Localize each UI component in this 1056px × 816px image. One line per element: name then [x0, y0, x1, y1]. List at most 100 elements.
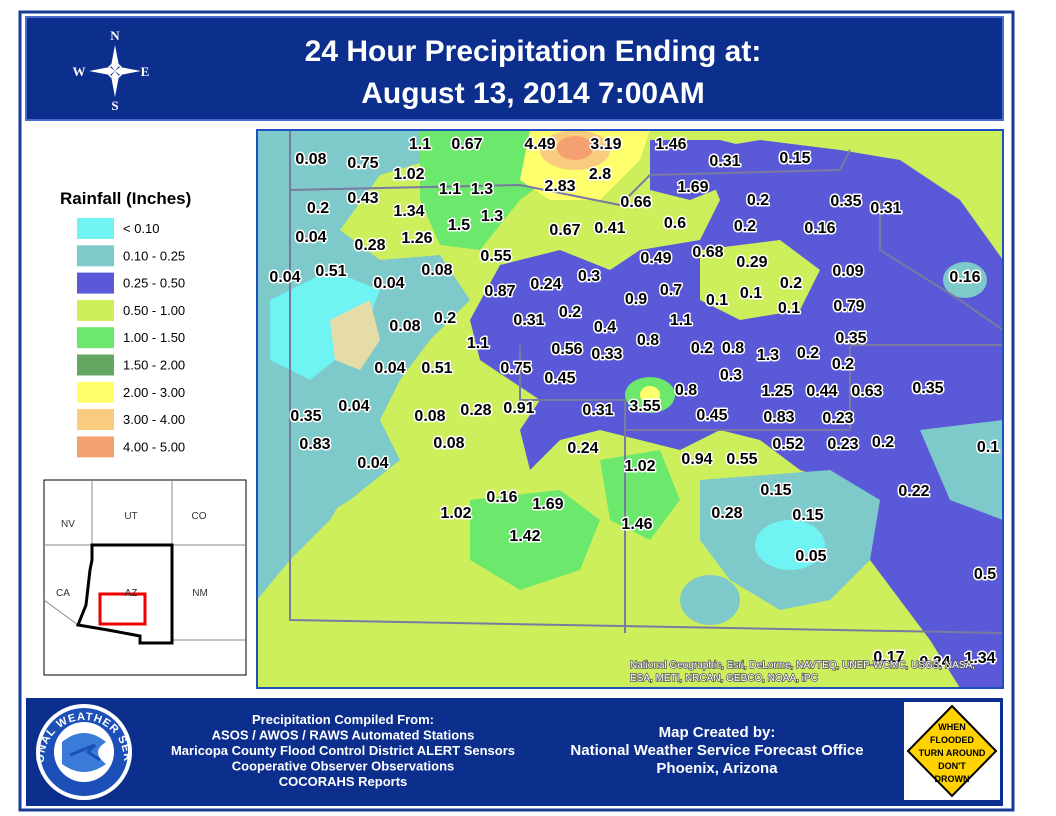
- state-label: NM: [192, 588, 208, 599]
- station-value: 0.24: [567, 440, 598, 457]
- station-value: 1.1: [439, 181, 461, 198]
- station-value: 0.41: [594, 220, 625, 237]
- station-value: 0.31: [513, 312, 544, 329]
- station-value: 0.31: [582, 402, 613, 419]
- map: 1.1 0.67 4.49 3.19 1.46 0.08 0.75 1.02 0.31 0.15 1…: [257, 130, 1003, 688]
- station-value: 0.09: [832, 263, 863, 280]
- station-value: 0.24: [919, 654, 950, 671]
- station-value: 0.51: [315, 263, 346, 280]
- station-value: 0.29: [736, 254, 767, 271]
- station-value: 0.2: [559, 304, 581, 321]
- station-value: 0.1: [706, 292, 728, 309]
- station-value: 1.34: [964, 650, 995, 667]
- station-value: 0.67: [451, 136, 482, 153]
- title-line: August 13, 2014 7:00AM: [361, 77, 704, 110]
- header: [25, 16, 1004, 121]
- station-value: 0.15: [760, 482, 791, 499]
- station-value: 0.7: [660, 282, 682, 299]
- station-value: 0.04: [295, 229, 326, 246]
- legend-label: 1.50 - 2.00: [123, 358, 185, 373]
- station-value: 0.08: [389, 318, 420, 335]
- station-value: 0.23: [822, 410, 853, 427]
- compass-n: N: [110, 28, 120, 43]
- station-value: 0.08: [414, 408, 445, 425]
- source-line: COCORAHS Reports: [279, 774, 408, 789]
- station-value: 0.04: [373, 275, 404, 292]
- station-value: 0.91: [503, 400, 534, 417]
- station-value: 0.2: [307, 200, 329, 217]
- station-value: 0.28: [354, 237, 385, 254]
- station-value: 0.1: [740, 285, 762, 302]
- station-value: 0.04: [269, 269, 300, 286]
- station-value: 3.55: [629, 398, 660, 415]
- station-value: 1.3: [471, 181, 493, 198]
- title-line: 24 Hour Precipitation Ending at:: [305, 35, 762, 68]
- station-value: 0.15: [779, 150, 810, 167]
- station-value: 0.5: [974, 566, 996, 583]
- station-value: 0.2: [872, 434, 894, 451]
- attribution: National Geographic, Esri, DeLorme, NAVT…: [630, 660, 975, 671]
- source-line: Cooperative Observer Observations: [232, 759, 455, 774]
- station-value: 0.68: [692, 244, 723, 261]
- legend-label: 2.00 - 3.00: [123, 385, 185, 400]
- compass-s: S: [111, 98, 118, 113]
- station-value: 0.16: [486, 489, 517, 506]
- station-value: 0.6: [664, 215, 686, 232]
- station-value: 0.04: [374, 360, 405, 377]
- station-value: 0.94: [681, 451, 712, 468]
- station-value: 0.8: [722, 340, 744, 357]
- sign-line: WHEN: [938, 722, 966, 732]
- station-value: 0.9: [625, 291, 647, 308]
- station-value: 1.69: [677, 179, 708, 196]
- legend-swatch: [77, 245, 114, 267]
- station-value: 3.19: [590, 136, 621, 153]
- legend-label: 4.00 - 5.00: [123, 439, 185, 454]
- compass-e: E: [141, 64, 150, 79]
- flood-sign: WHEN FLOODED TURN AROUND DON'T DROWN: [904, 702, 1000, 800]
- station-value: 0.31: [709, 153, 740, 170]
- station-value: 0.33: [591, 346, 622, 363]
- state-label: CO: [192, 511, 207, 522]
- station-value: 0.04: [338, 398, 369, 415]
- station-value: 1.34: [393, 203, 424, 220]
- station-value: 0.2: [734, 218, 756, 235]
- station-value: 0.35: [835, 330, 866, 347]
- station-value: 0.63: [851, 383, 882, 400]
- station-value: 0.22: [898, 483, 929, 500]
- legend-label: 0.25 - 0.50: [123, 276, 185, 291]
- compass: N S E W: [73, 28, 150, 113]
- station-value: 0.28: [460, 402, 491, 419]
- station-value: 2.8: [589, 166, 611, 183]
- credit-line: National Weather Service Forecast Office: [570, 742, 863, 759]
- station-value: 0.16: [949, 269, 980, 286]
- state-label: AZ: [125, 588, 138, 599]
- station-value: 0.35: [830, 193, 861, 210]
- station-value: 4.49: [524, 136, 555, 153]
- station-value: 0.45: [696, 407, 727, 424]
- station-value: 0.66: [620, 194, 651, 211]
- station-value: 0.1: [977, 439, 999, 456]
- station-value: 0.2: [780, 275, 802, 292]
- station-value: 0.05: [795, 548, 826, 565]
- state-label: CA: [56, 588, 70, 599]
- footer: [26, 698, 1003, 806]
- legend-swatch: [77, 436, 114, 458]
- inset-map: NV UT CO CA AZ NM: [43, 479, 247, 676]
- station-value: 0.35: [912, 380, 943, 397]
- station-value: 0.04: [357, 455, 388, 472]
- station-value: 0.3: [578, 268, 600, 285]
- station-value: 0.24: [530, 276, 561, 293]
- station-value: 0.23: [827, 436, 858, 453]
- station-value: 0.08: [433, 435, 464, 452]
- station-value: 0.31: [870, 200, 901, 217]
- station-value: 0.16: [804, 220, 835, 237]
- legend-label: 0.50 - 1.00: [123, 303, 185, 318]
- legend-label: 0.10 - 0.25: [123, 248, 185, 263]
- station-value: 0.1: [778, 300, 800, 317]
- attribution: ESA, METI, NRCAN, GEBCO, NOAA, iPC: [630, 673, 818, 684]
- station-value: 0.75: [347, 155, 378, 172]
- state-label: UT: [124, 511, 137, 522]
- station-value: 0.3: [720, 367, 742, 384]
- station-value: 0.17: [873, 649, 904, 666]
- station-value: 0.87: [484, 283, 515, 300]
